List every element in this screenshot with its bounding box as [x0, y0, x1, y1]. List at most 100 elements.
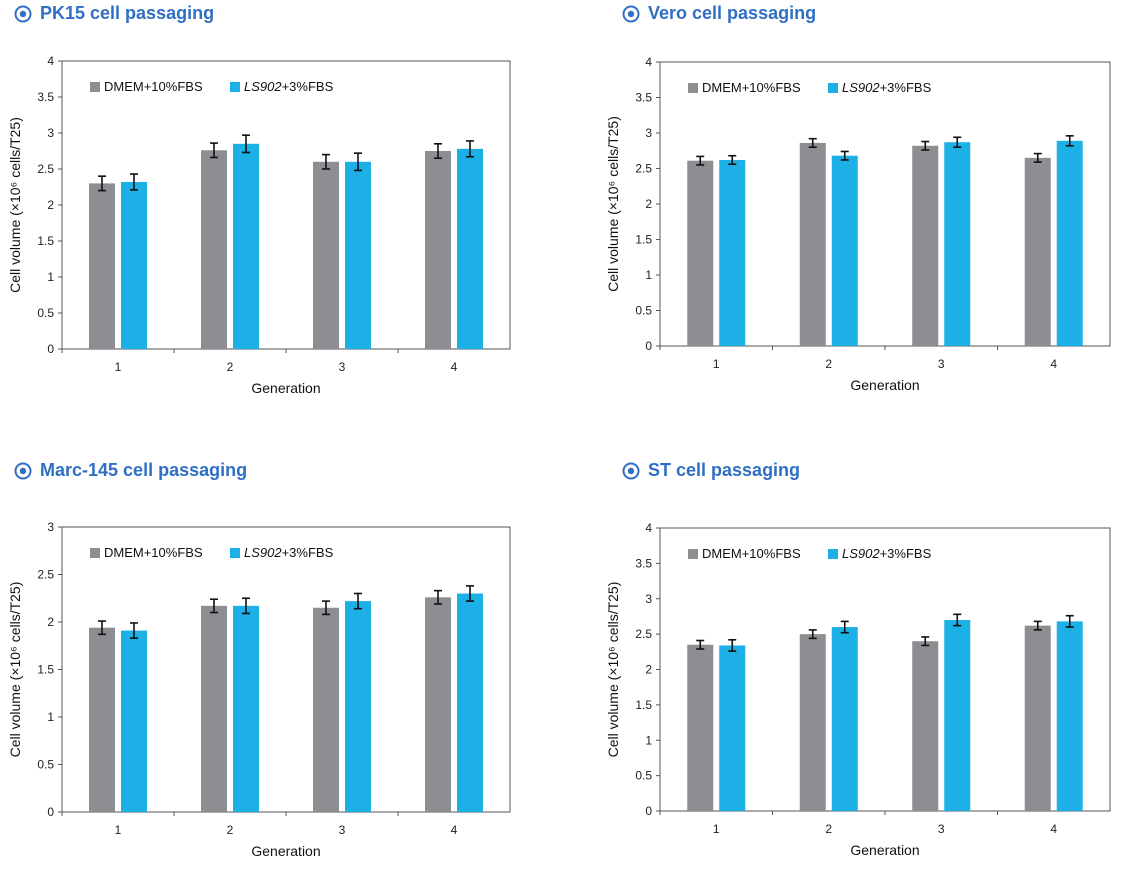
y-tick-label: 3.5 — [635, 91, 652, 105]
y-tick-label: 3.5 — [37, 90, 54, 104]
y-tick-label: 3 — [645, 592, 652, 606]
chart-title: Vero cell passaging — [648, 3, 817, 23]
y-tick-label: 2.5 — [635, 627, 652, 641]
y-tick-label: 1.5 — [635, 698, 652, 712]
x-tick-label: 1 — [115, 360, 122, 374]
legend-label-rest: +3%FBS — [282, 79, 334, 94]
y-tick-label: 0 — [645, 804, 652, 818]
legend-swatch — [230, 548, 240, 558]
legend-label-rest: +3%FBS — [880, 546, 932, 561]
y-tick-label: 4 — [645, 521, 652, 535]
panel-heading-pk15: PK15 cell passaging — [14, 3, 214, 24]
bar — [233, 143, 259, 349]
bullet-circle-icon — [622, 5, 640, 22]
legend-label-rest: +3%FBS — [282, 545, 334, 560]
y-tick-label: 2 — [47, 615, 54, 629]
bar — [799, 142, 826, 346]
x-tick-label: 2 — [825, 822, 832, 836]
y-tick-label: 4 — [47, 54, 54, 68]
legend-swatch — [828, 549, 838, 559]
y-tick-label: 3 — [645, 126, 652, 140]
x-tick-label: 1 — [713, 822, 720, 836]
panel-heading-marc145: Marc-145 cell passaging — [14, 460, 247, 481]
x-axis-title: Generation — [850, 842, 919, 858]
x-tick-label: 1 — [115, 823, 122, 837]
bar — [719, 159, 746, 346]
legend-swatch — [230, 82, 240, 92]
bar — [831, 627, 858, 811]
legend-label: DMEM+10%FBS — [702, 80, 801, 95]
bar — [89, 627, 115, 812]
legend-swatch — [90, 548, 100, 558]
y-axis-title: Cell volume (×10⁶ cells/T25) — [7, 582, 23, 758]
legend-swatch — [688, 83, 698, 93]
bar — [345, 601, 371, 812]
bar — [457, 593, 483, 812]
y-tick-label: 1 — [645, 268, 652, 282]
x-tick-label: 2 — [825, 357, 832, 371]
chart-title: Marc-145 cell passaging — [40, 460, 248, 480]
bullet-circle-icon — [622, 462, 640, 479]
bar — [719, 645, 746, 811]
chart-marc145: 0 0.5 1 1.5 2 2.5 3 1 2 3 4 Generation Cell volume (… — [7, 520, 511, 859]
legend-label: LS902+3%FBS — [244, 545, 334, 560]
x-axis-title: Generation — [850, 377, 919, 393]
y-tick-label: 1.5 — [37, 663, 54, 677]
y-tick-label: 2.5 — [635, 162, 652, 176]
bar — [121, 181, 147, 349]
bar — [313, 607, 339, 812]
bar — [944, 619, 971, 811]
bar — [912, 145, 939, 346]
panel-heading-vero: Vero cell passaging — [622, 3, 816, 24]
y-tick-label: 4 — [645, 55, 652, 69]
legend-label: DMEM+10%FBS — [702, 546, 801, 561]
y-tick-label: 3.5 — [635, 556, 652, 570]
bar — [345, 161, 371, 349]
x-tick-label: 2 — [227, 360, 234, 374]
y-tick-label: 0 — [47, 342, 54, 356]
y-tick-label: 1 — [645, 733, 652, 747]
bar — [1056, 140, 1083, 346]
bar — [121, 630, 147, 812]
bar — [313, 161, 339, 349]
legend-label-italic: LS902 — [842, 546, 880, 561]
y-axis-title: Cell volume (×10⁶ cells/T25) — [605, 582, 621, 758]
chart-title: ST cell passaging — [648, 460, 801, 480]
bar — [1056, 621, 1083, 811]
chart-pk15: 0 0.5 1 1.5 2 2.5 3 3.5 4 1 2 3 4 Generation Cell volu… — [7, 54, 511, 396]
y-tick-label: 2 — [47, 198, 54, 212]
y-tick-label: 0.5 — [37, 306, 54, 320]
bar — [687, 644, 714, 811]
y-tick-label: 0 — [645, 339, 652, 353]
legend-swatch — [90, 82, 100, 92]
y-tick-label: 2 — [645, 663, 652, 677]
y-tick-label: 2.5 — [37, 568, 54, 582]
y-tick-label: 1 — [47, 270, 54, 284]
chart-vero: 0 0.5 1 1.5 2 2.5 3 3.5 4 1 2 3 4 Generation Cell volu… — [605, 55, 1111, 393]
y-tick-label: 2 — [645, 197, 652, 211]
y-tick-label: 2.5 — [37, 162, 54, 176]
x-tick-label: 3 — [938, 357, 945, 371]
x-tick-label: 4 — [1050, 822, 1057, 836]
bar — [233, 605, 259, 812]
y-tick-label: 3 — [47, 126, 54, 140]
bar — [687, 160, 714, 346]
x-tick-label: 4 — [451, 360, 458, 374]
bar — [457, 148, 483, 349]
chart-st: 0 0.5 1 1.5 2 2.5 3 3.5 4 1 2 3 4 Generation Cell volu… — [605, 521, 1111, 858]
y-axis-title: Cell volume (×10⁶ cells/T25) — [605, 116, 621, 292]
legend-label-italic: LS902 — [244, 79, 282, 94]
bar — [201, 150, 227, 349]
bar — [912, 641, 939, 811]
bar — [425, 151, 451, 349]
bullet-circle-icon — [14, 462, 32, 479]
legend-label: LS902+3%FBS — [842, 80, 932, 95]
x-tick-label: 1 — [713, 357, 720, 371]
chart-title: PK15 cell passaging — [40, 3, 215, 23]
x-tick-label: 3 — [339, 823, 346, 837]
y-tick-label: 0.5 — [37, 758, 54, 772]
legend-label-italic: LS902 — [842, 80, 880, 95]
x-tick-label: 3 — [339, 360, 346, 374]
legend-label-italic: LS902 — [244, 545, 282, 560]
bar — [1024, 157, 1051, 346]
